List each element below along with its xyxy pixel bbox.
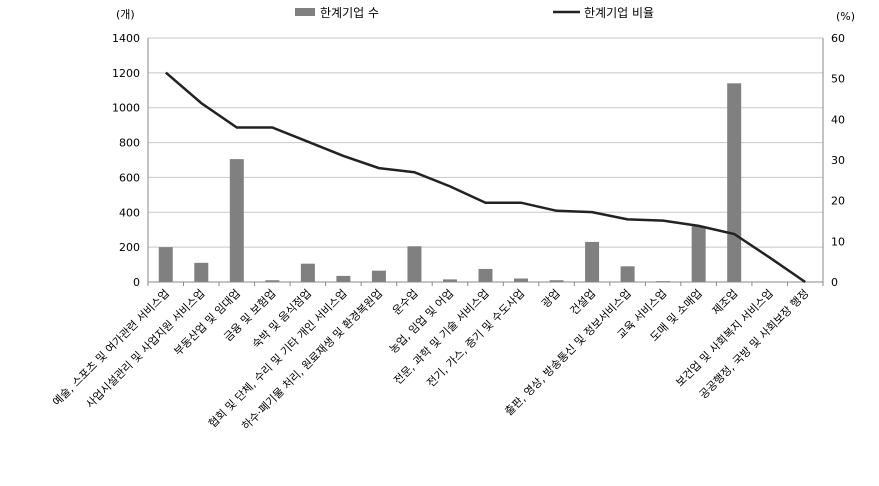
category-label: 운수업	[390, 287, 421, 318]
bar	[336, 275, 351, 282]
bar	[478, 268, 493, 282]
bar	[371, 270, 386, 282]
right-tick-label: 50	[831, 73, 845, 86]
bar	[300, 263, 315, 282]
left-tick-label: 1200	[112, 67, 140, 80]
category-label: 제조업	[710, 287, 741, 318]
bar	[194, 262, 209, 282]
legend-line-label: 한계기업 비율	[584, 6, 654, 20]
bar	[265, 280, 280, 282]
bar	[514, 278, 529, 282]
right-tick-label: 30	[831, 154, 845, 167]
left-tick-label: 200	[119, 241, 140, 254]
category-label: 농업, 임업 및 어업	[387, 287, 456, 356]
right-tick-label: 20	[831, 195, 845, 208]
legend-bar-label: 한계기업 수	[320, 6, 379, 20]
right-axis-unit: (%)	[836, 10, 855, 23]
ratio-line	[164, 71, 806, 284]
right-tick-label: 60	[831, 32, 845, 45]
category-label: 광업	[539, 287, 563, 311]
bar	[158, 247, 173, 282]
legend-bar-swatch	[295, 8, 315, 16]
left-tick-label: 800	[119, 137, 140, 150]
left-tick-label: 400	[119, 206, 140, 219]
gridlines	[148, 37, 823, 283]
bar	[691, 226, 706, 282]
bar-series	[158, 83, 742, 282]
bar	[549, 280, 564, 282]
right-tick-label: 10	[831, 235, 845, 248]
right-axis-ticks: 0 10 20 30 40 50 60	[831, 32, 845, 289]
left-tick-label: 1400	[112, 32, 140, 45]
category-label: 건설업	[568, 287, 599, 318]
left-tick-label: 1000	[112, 102, 140, 115]
bar	[585, 241, 600, 282]
bar	[442, 279, 457, 282]
axes	[147, 38, 824, 286]
left-tick-label: 600	[119, 171, 140, 184]
bar	[229, 159, 244, 282]
right-tick-label: 0	[831, 276, 838, 289]
left-tick-label: 0	[133, 276, 140, 289]
left-axis-ticks: 0 200 400 600 800 1000 1200 1400	[112, 32, 140, 289]
right-tick-label: 40	[831, 113, 845, 126]
left-axis-unit: (개)	[116, 8, 135, 21]
legend: 한계기업 수 한계기업 비율	[295, 6, 654, 20]
bar	[727, 83, 742, 282]
bar	[620, 266, 635, 282]
bar	[407, 246, 422, 282]
